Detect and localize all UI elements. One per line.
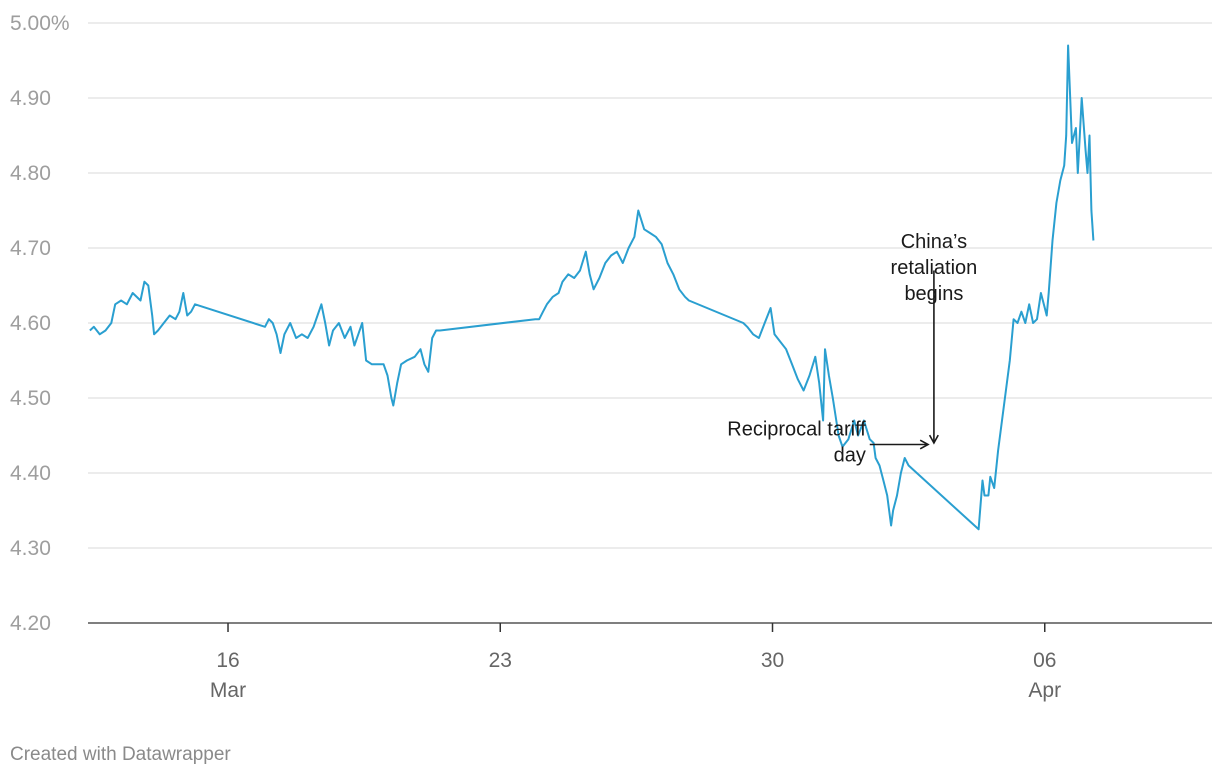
y-tick-label: 5.00%: [10, 12, 70, 35]
x-tick-label: 16: [216, 649, 239, 672]
y-tick-label: 4.90: [10, 87, 51, 110]
series-layer: [89, 44, 1095, 531]
annotation-arrow-head: [928, 434, 939, 445]
y-tick-label: 4.20: [10, 612, 51, 635]
x-axis-labels: 16 Mar 23 30 06 Apr: [210, 623, 1061, 702]
annotation-line: retaliation: [891, 257, 978, 279]
annotation-line: China’s: [901, 231, 967, 253]
y-tick-label: 4.50: [10, 387, 51, 410]
x-tick-month-label: Apr: [1028, 679, 1061, 702]
y-tick-label: 4.70: [10, 237, 51, 260]
y-tick-label: 4.80: [10, 162, 51, 185]
y-tick-label: 4.30: [10, 537, 51, 560]
x-tick-label: 23: [489, 649, 512, 672]
annotation-arrow-head: [919, 439, 930, 450]
credit-text: Created with Datawrapper: [10, 744, 231, 765]
annotation-line: Reciprocal tariff: [727, 419, 866, 441]
annotation-label: Reciprocal tariff day: [727, 419, 866, 467]
x-tick-label: 06: [1033, 649, 1056, 672]
y-tick-label: 4.40: [10, 462, 51, 485]
yield-series-line: [89, 44, 1095, 531]
gridlines: [88, 22, 1212, 624]
y-tick-label: 4.60: [10, 312, 51, 335]
annotation-line: day: [834, 445, 866, 467]
x-tick-month-label: Mar: [210, 679, 246, 702]
line-chart: 5.00% 4.90 4.80 4.70 4.60 4.50 4.40 4.30 4.20 16…: [10, 12, 1212, 702]
x-tick-label: 30: [761, 649, 784, 672]
y-axis-labels: 5.00% 4.90 4.80 4.70 4.60 4.50 4.40 4.30 4.20: [10, 12, 70, 635]
